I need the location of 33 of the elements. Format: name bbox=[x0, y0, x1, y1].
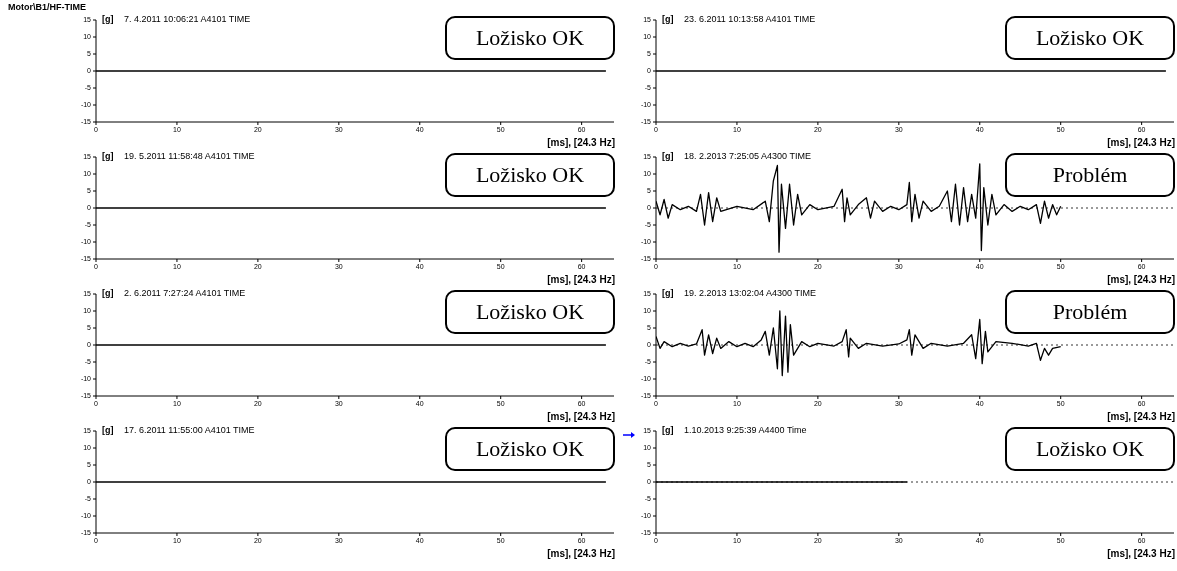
y-axis-title: [g] bbox=[102, 425, 114, 435]
x-axis-title: [ms], [24.3 Hz] bbox=[1107, 548, 1175, 559]
chart-subtitle: 19. 2.2013 13:02:04 A4300 TIME bbox=[684, 288, 816, 298]
y-axis-title: [g] bbox=[102, 14, 114, 24]
x-axis-title: [ms], [24.3 Hz] bbox=[547, 274, 615, 285]
chart-subtitle: 19. 5.2011 11:58:48 A4101 TIME bbox=[124, 151, 255, 161]
annotation: Problém bbox=[1005, 153, 1175, 197]
chart-subtitle: 18. 2.2013 7:25:05 A4300 TIME bbox=[684, 151, 811, 161]
x-axis-title: [ms], [24.3 Hz] bbox=[547, 137, 615, 148]
y-axis-title: [g] bbox=[662, 288, 674, 298]
chart-subtitle: 1.10.2013 9:25:39 A4400 Time bbox=[684, 425, 807, 435]
y-axis-title: [g] bbox=[102, 288, 114, 298]
annotation: Ložisko OK bbox=[445, 153, 615, 197]
y-axis-title: [g] bbox=[102, 151, 114, 161]
annotation: Ložisko OK bbox=[445, 16, 615, 60]
x-axis-title: [ms], [24.3 Hz] bbox=[547, 548, 615, 559]
annotation: Ložisko OK bbox=[1005, 427, 1175, 471]
x-axis-title: [ms], [24.3 Hz] bbox=[1107, 411, 1175, 422]
annotation: Ložisko OK bbox=[1005, 16, 1175, 60]
annotation: Ložisko OK bbox=[445, 290, 615, 334]
chart-subtitle: 23. 6.2011 10:13:58 A4101 TIME bbox=[684, 14, 816, 24]
y-axis-title: [g] bbox=[662, 425, 674, 435]
annotation: Problém bbox=[1005, 290, 1175, 334]
annotation: Ložisko OK bbox=[445, 427, 615, 471]
chart-subtitle: 17. 6.2011 11:55:00 A4101 TIME bbox=[124, 425, 255, 435]
y-axis-title: [g] bbox=[662, 151, 674, 161]
x-axis-title: [ms], [24.3 Hz] bbox=[547, 411, 615, 422]
chart-subtitle: 2. 6.2011 7:27:24 A4101 TIME bbox=[124, 288, 246, 298]
chart-subtitle: 7. 4.2011 10:06:21 A4101 TIME bbox=[124, 14, 251, 24]
x-axis-title: [ms], [24.3 Hz] bbox=[1107, 137, 1175, 148]
y-axis-title: [g] bbox=[662, 14, 674, 24]
x-axis-title: [ms], [24.3 Hz] bbox=[1107, 274, 1175, 285]
chart-title: Motor\B1/HF-TIME bbox=[8, 2, 86, 12]
